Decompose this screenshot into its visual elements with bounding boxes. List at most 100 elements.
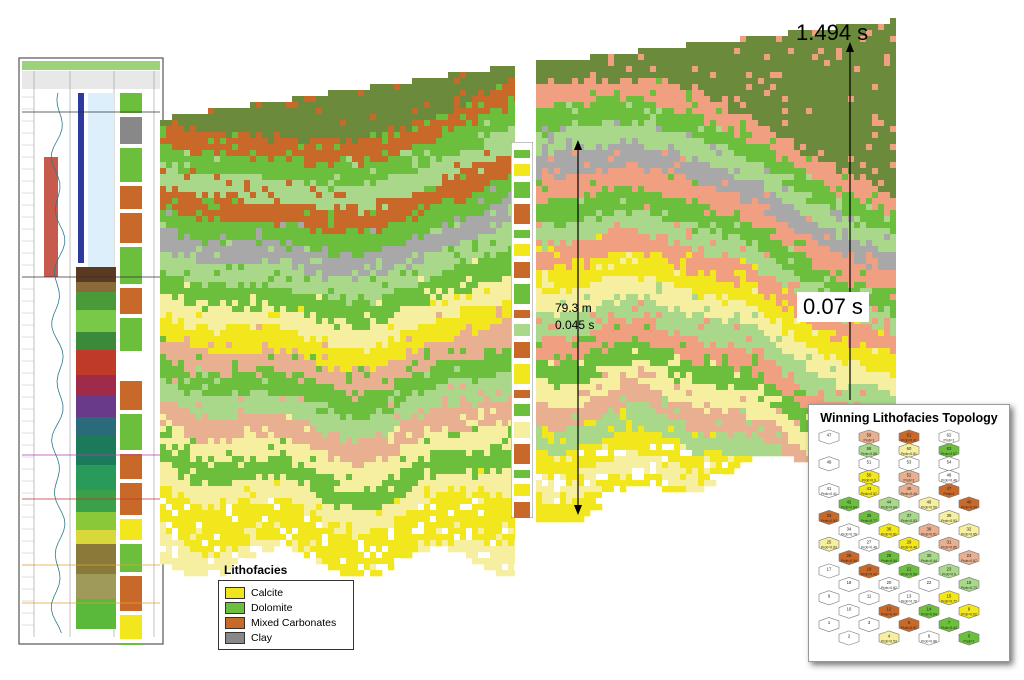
right-section-cell [542, 468, 549, 475]
left-section-cell [430, 432, 437, 439]
left-section-cell [364, 372, 371, 379]
left-section-cell [484, 210, 491, 217]
left-section-cell [400, 144, 407, 151]
left-section-cell [388, 204, 395, 211]
left-section-cell [220, 246, 227, 253]
left-section-cell [340, 198, 347, 205]
left-section-cell [376, 498, 383, 505]
left-section-cell [160, 312, 167, 319]
left-section-cell [346, 348, 353, 355]
left-section-cell [490, 144, 497, 151]
left-section-cell [268, 174, 275, 181]
left-section-cell [346, 384, 353, 391]
left-section-cell [364, 558, 371, 565]
left-section-cell [232, 360, 239, 367]
left-section-cell [190, 408, 197, 415]
left-section-cell [436, 360, 443, 367]
left-section-cell [322, 498, 329, 505]
left-section-cell [256, 120, 263, 127]
left-section-cell [400, 426, 407, 433]
left-section-cell [406, 204, 413, 211]
left-section-cell [328, 276, 335, 283]
left-section-cell [274, 378, 281, 385]
left-section-cell [280, 210, 287, 217]
left-section-cell [478, 234, 485, 241]
left-section-cell [196, 396, 203, 403]
left-section-cell [358, 240, 365, 247]
left-section-cell [382, 240, 389, 247]
left-section-cell [436, 90, 443, 97]
left-section-cell [364, 504, 371, 511]
left-section-cell [382, 360, 389, 367]
left-section-cell [304, 534, 311, 541]
left-section-cell [340, 222, 347, 229]
left-section-cell [178, 210, 185, 217]
left-section-cell [166, 336, 173, 343]
left-section-cell [256, 528, 263, 535]
left-section-cell [364, 432, 371, 439]
left-section-cell [406, 120, 413, 127]
left-section-cell [214, 390, 221, 397]
left-section-cell [346, 324, 353, 331]
left-section-cell [400, 456, 407, 463]
left-section-cell [172, 270, 179, 277]
left-section-cell [190, 168, 197, 175]
left-section-cell [220, 270, 227, 277]
left-section-cell [418, 324, 425, 331]
left-section-cell [376, 162, 383, 169]
left-section-cell [388, 168, 395, 175]
left-section-cell [232, 426, 239, 433]
left-section-cell [436, 282, 443, 289]
left-section-cell [208, 324, 215, 331]
left-section-cell [412, 492, 419, 499]
left-section-cell [202, 300, 209, 307]
left-section-cell [286, 516, 293, 523]
right-section-cell [542, 144, 549, 151]
left-section-cell [274, 234, 281, 241]
left-section-cell [418, 522, 425, 529]
left-section-cell [220, 546, 227, 553]
left-section-cell [382, 504, 389, 511]
track-band [514, 364, 530, 384]
left-section-cell [442, 114, 449, 121]
left-section-cell [364, 564, 371, 571]
left-section-cell [448, 546, 455, 553]
left-section-cell [502, 258, 509, 265]
left-section-cell [322, 300, 329, 307]
left-section-cell [316, 300, 323, 307]
left-section-cell [226, 354, 233, 361]
left-section-cell [286, 174, 293, 181]
left-section-cell [382, 114, 389, 121]
left-section-cell [202, 414, 209, 421]
left-section-cell [364, 540, 371, 547]
left-section-cell [352, 216, 359, 223]
left-section-cell [196, 156, 203, 163]
left-section-cell [484, 138, 491, 145]
left-section-cell [226, 246, 233, 253]
left-section-cell [214, 126, 221, 133]
left-section-cell [394, 390, 401, 397]
left-section-cell [394, 276, 401, 283]
left-section-cell [196, 318, 203, 325]
left-section-cell [490, 174, 497, 181]
left-section-cell [256, 294, 263, 301]
left-section-cell [508, 66, 515, 73]
left-section-cell [268, 474, 275, 481]
right-section-cell [536, 474, 543, 481]
left-section-cell [454, 156, 461, 163]
left-section-cell [196, 180, 203, 187]
left-section-cell [190, 534, 197, 541]
left-section-cell [400, 102, 407, 109]
left-section-cell [502, 240, 509, 247]
left-section-cell [466, 108, 473, 115]
track-band [514, 150, 530, 158]
left-section-cell [406, 114, 413, 121]
left-section-cell [430, 234, 437, 241]
left-section-cell [496, 504, 503, 511]
left-section-cell [286, 168, 293, 175]
left-section-cell [382, 282, 389, 289]
left-section-cell [184, 336, 191, 343]
left-section-cell [388, 330, 395, 337]
left-section-cell [436, 306, 443, 313]
left-section-cell [478, 342, 485, 349]
